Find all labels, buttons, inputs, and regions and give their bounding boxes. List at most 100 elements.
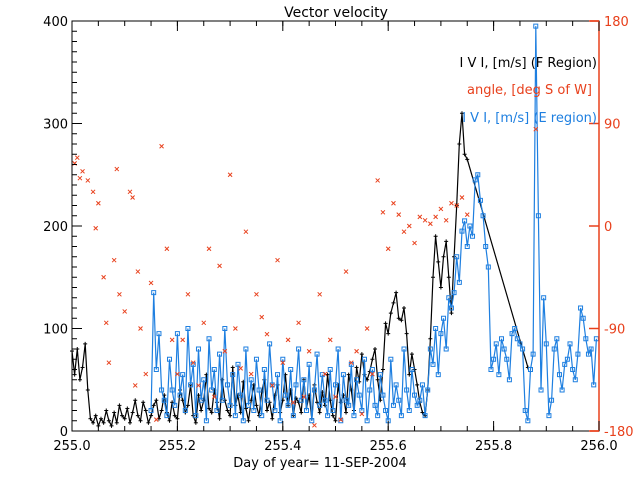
data-point-plus <box>217 416 222 421</box>
data-point-cross <box>375 178 381 183</box>
cross-b <box>359 411 365 417</box>
x-tick-label: 255.4 <box>264 439 301 454</box>
cross-b <box>396 212 402 217</box>
cross-b <box>95 200 101 206</box>
data-point-plus <box>91 420 96 425</box>
data-point-plus <box>444 239 449 244</box>
data-point-square <box>259 413 265 419</box>
data-point-plus <box>428 336 433 341</box>
data-point-plus <box>264 408 269 413</box>
data-point-square <box>356 392 362 398</box>
data-point-square <box>309 418 315 424</box>
data-point-square <box>546 413 552 419</box>
data-point-cross <box>227 172 233 178</box>
cross-b <box>169 337 175 343</box>
data-point-cross <box>111 257 117 263</box>
data-point-square <box>246 402 252 408</box>
data-point-square <box>422 413 428 419</box>
data-point-cross <box>93 225 99 231</box>
cross-b <box>233 326 238 331</box>
data-point-square <box>306 361 312 367</box>
data-point-square <box>340 372 346 378</box>
data-point-square <box>188 382 194 388</box>
data-point-square <box>193 413 199 419</box>
data-point-square <box>530 351 536 357</box>
data-point-cross <box>412 240 417 246</box>
data-point-cross <box>391 200 396 206</box>
data-point-cross <box>285 337 291 343</box>
data-point-square <box>166 356 172 362</box>
data-point-plus <box>209 410 214 415</box>
data-point-plus <box>193 420 198 425</box>
data-point-cross <box>443 217 449 223</box>
data-point-plus <box>80 365 85 370</box>
cross-b <box>312 422 317 428</box>
data-point-cross <box>85 178 91 183</box>
data-point-square <box>206 336 212 342</box>
cross-b <box>206 246 212 252</box>
data-point-plus <box>370 357 375 362</box>
y-axis-left: 0 100 200 300 400 <box>43 15 82 440</box>
y-tick-label: 200 <box>43 220 68 235</box>
data-point-cross <box>264 331 270 337</box>
data-point-cross <box>259 314 265 320</box>
data-point-square <box>567 341 573 347</box>
data-point-square <box>441 315 447 321</box>
cross-b <box>338 417 344 422</box>
cross-b <box>90 189 96 195</box>
data-point-square <box>459 228 465 234</box>
data-point-plus <box>270 416 275 421</box>
cross-b <box>135 269 141 274</box>
cross-b <box>132 383 138 388</box>
data-point-square <box>369 367 375 372</box>
data-point-square <box>367 387 373 393</box>
data-point-cross <box>95 200 101 206</box>
data-point-plus <box>246 418 251 423</box>
data-point-cross <box>280 360 286 366</box>
series-angle <box>72 126 539 428</box>
data-point-square <box>298 397 304 403</box>
data-point-plus <box>380 367 385 372</box>
data-point-plus <box>257 413 262 418</box>
y2-tick-label: -90 <box>604 323 625 338</box>
cross-b <box>317 291 323 297</box>
data-point-plus <box>359 352 364 357</box>
data-point-cross <box>130 195 135 200</box>
data-point-plus <box>138 418 143 423</box>
data-point-square <box>148 408 154 413</box>
data-point-plus <box>373 347 378 351</box>
plot-area <box>70 23 599 428</box>
data-point-cross <box>417 214 423 220</box>
cross-b <box>190 360 196 366</box>
data-point-square <box>290 413 296 419</box>
data-point-square <box>396 397 402 403</box>
cross-b <box>391 200 396 206</box>
data-point-square <box>364 418 370 424</box>
data-point-plus <box>457 142 462 146</box>
data-point-square <box>253 356 259 362</box>
data-point-plus <box>120 413 125 418</box>
data-point-square <box>433 326 439 331</box>
data-point-cross <box>90 189 96 195</box>
data-point-cross <box>103 320 109 326</box>
data-point-plus <box>315 400 320 405</box>
y-axis-right: -180 -90 0 90 180 <box>589 15 634 440</box>
data-point-cross <box>148 280 154 286</box>
data-point-plus <box>402 306 407 310</box>
data-point-cross <box>354 348 359 354</box>
data-point-square <box>485 264 491 270</box>
data-point-square <box>549 397 555 403</box>
data-point-plus <box>199 408 204 413</box>
data-point-square <box>267 341 273 347</box>
cross-b <box>301 394 307 400</box>
data-point-plus <box>93 413 98 418</box>
y2-tick-label: 0 <box>604 220 612 235</box>
data-point-square <box>383 408 389 413</box>
data-point-square <box>293 382 299 388</box>
y2-tick-label: 90 <box>604 118 621 133</box>
data-point-plus <box>222 398 227 403</box>
data-point-plus <box>185 403 190 408</box>
data-point-plus <box>354 365 359 370</box>
data-point-plus <box>83 341 88 346</box>
data-point-square <box>551 346 557 352</box>
